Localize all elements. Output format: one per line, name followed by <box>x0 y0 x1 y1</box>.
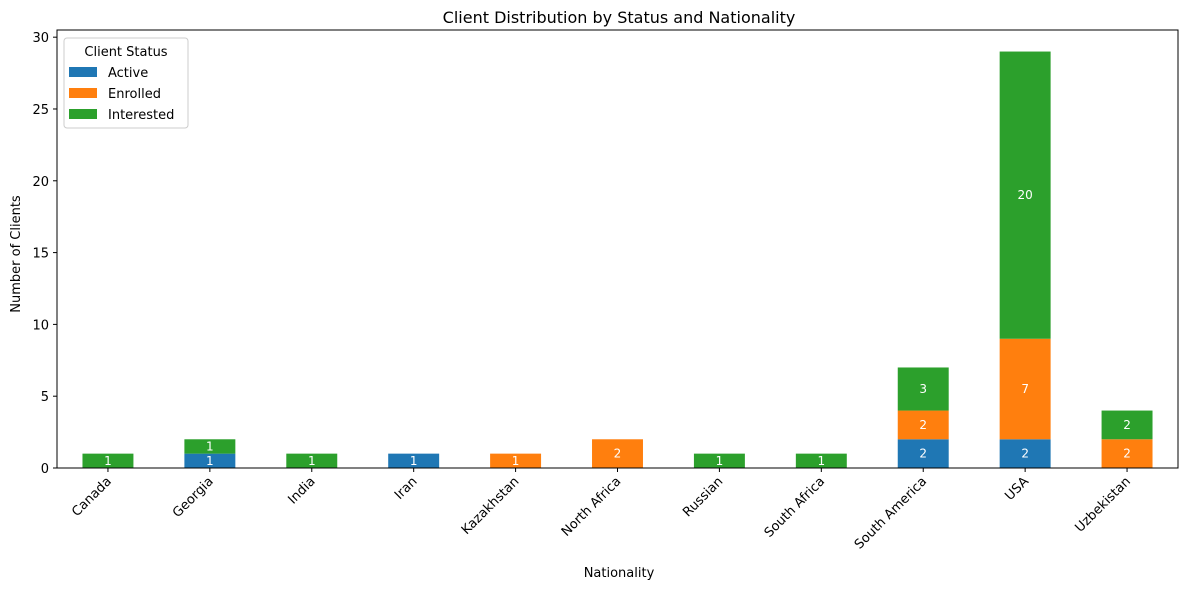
y-tick-label: 15 <box>32 247 49 262</box>
bar-interested-canada <box>82 453 134 468</box>
bars-layer <box>82 51 1153 468</box>
chart-title: Client Distribution by Status and Nation… <box>443 8 796 27</box>
legend-box <box>63 37 189 129</box>
bar-value-label: 1 <box>206 439 214 453</box>
bar-value-label: 2 <box>1021 447 1029 461</box>
x-tick-label: Georgia <box>170 474 217 521</box>
legend: Client Status Active Enrolled Interested <box>63 37 189 129</box>
bar-value-label: 1 <box>817 454 825 468</box>
x-tick-label: North Africa <box>559 474 624 539</box>
bar-value-label: 2 <box>919 447 927 461</box>
bar-interested-georgia <box>184 439 236 454</box>
bar-value-label: 1 <box>104 454 112 468</box>
bar-value-label: 2 <box>919 418 927 432</box>
bar-value-label: 3 <box>919 382 927 396</box>
x-tick-label: Iran <box>392 474 421 503</box>
bar-interested-south-america <box>897 367 949 411</box>
bar-active-usa <box>999 439 1051 468</box>
bar-enrolled-south-america <box>897 410 949 440</box>
x-tick-label: Canada <box>69 474 115 520</box>
legend-swatch-interested <box>69 109 97 119</box>
bar-interested-india <box>286 453 338 468</box>
legend-swatch-active <box>69 67 97 77</box>
legend-label-interested: Interested <box>108 108 174 123</box>
bar-enrolled-usa <box>999 338 1051 440</box>
legend-label-active: Active <box>108 66 148 81</box>
bar-enrolled-kazakhstan <box>490 453 542 468</box>
x-axis-label: Nationality <box>584 566 655 581</box>
x-tick-label: Kazakhstan <box>459 474 523 538</box>
x-tick-label: India <box>285 474 318 507</box>
bar-active-georgia <box>184 453 236 468</box>
bar-value-label: 20 <box>1017 188 1032 202</box>
y-tick-label: 20 <box>32 175 49 190</box>
y-tick-label: 5 <box>41 390 49 405</box>
bar-value-label: 2 <box>1123 447 1131 461</box>
x-tick-label: South America <box>852 474 930 552</box>
x-tick-label: Russian <box>680 474 726 520</box>
bar-value-label: 1 <box>410 454 418 468</box>
legend-label-enrolled: Enrolled <box>108 87 161 102</box>
bar-value-label: 1 <box>206 454 214 468</box>
bar-interested-russian <box>693 453 745 468</box>
bar-active-iran <box>388 453 440 468</box>
bar-active-south-america <box>897 439 949 468</box>
legend-swatch-enrolled <box>69 88 97 98</box>
bar-interested-uzbekistan <box>1101 410 1153 440</box>
bar-value-label: 1 <box>308 454 316 468</box>
bar-value-label: 7 <box>1021 382 1029 396</box>
bar-value-label: 1 <box>716 454 724 468</box>
x-tick-label: Uzbekistan <box>1072 474 1133 535</box>
y-tick-label: 0 <box>41 462 49 477</box>
bar-value-label: 1 <box>512 454 520 468</box>
bar-interested-usa <box>999 51 1051 339</box>
x-tick-label: South Africa <box>762 474 828 540</box>
y-tick-label: 25 <box>32 103 49 118</box>
bar-enrolled-north-africa <box>592 439 643 468</box>
bar-value-label: 2 <box>614 447 622 461</box>
legend-title: Client Status <box>84 45 167 60</box>
y-axis-label: Number of Clients <box>9 195 24 313</box>
bar-value-label: 2 <box>1123 418 1131 432</box>
y-tick-label: 10 <box>32 318 49 333</box>
bar-enrolled-uzbekistan <box>1101 439 1153 468</box>
y-tick-label: 30 <box>32 31 49 46</box>
x-tick-label: USA <box>1002 474 1032 504</box>
bar-interested-south-africa <box>795 453 847 468</box>
